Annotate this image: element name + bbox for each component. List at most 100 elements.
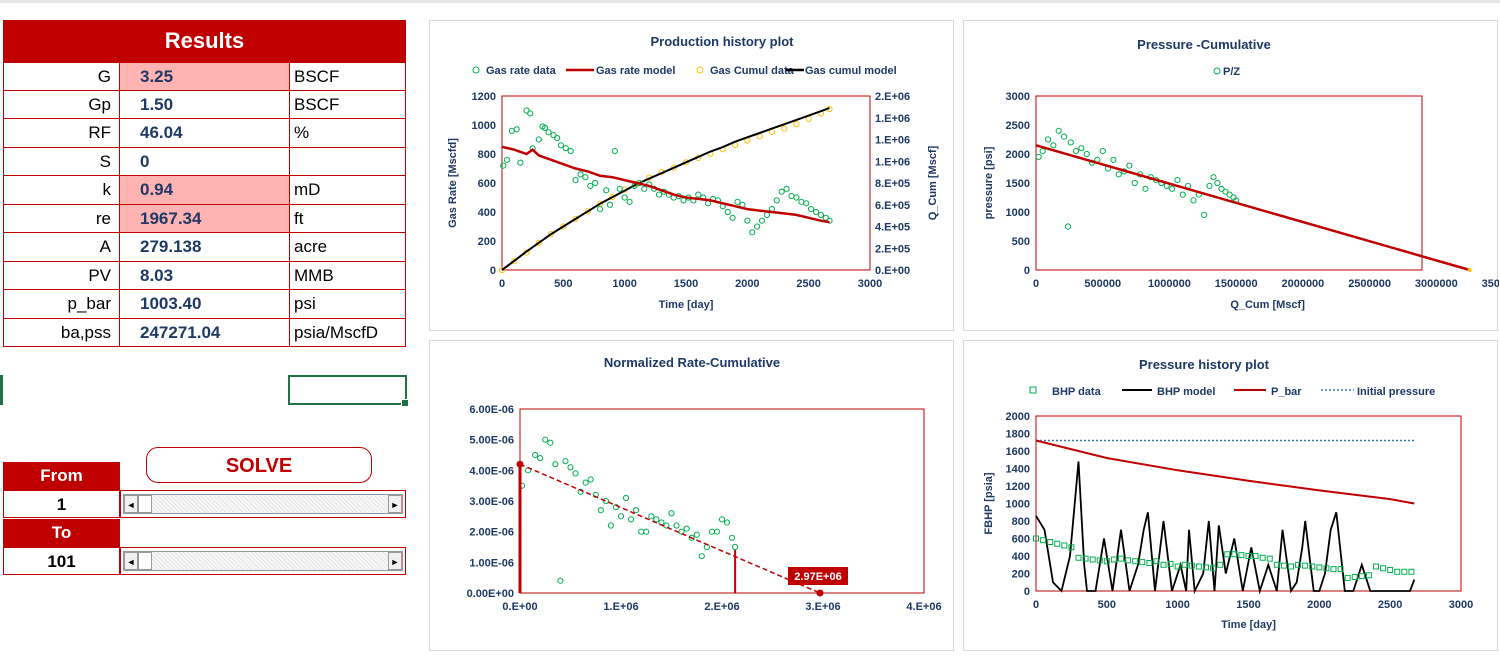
- gas-rate-data-point: [545, 129, 552, 136]
- bhp-data-point: [1047, 539, 1054, 545]
- result-label[interactable]: Gp: [3, 90, 120, 118]
- x-tick-label: 500: [554, 278, 572, 290]
- result-unit[interactable]: BSCF: [290, 63, 406, 90]
- bhp-data-point: [1217, 561, 1224, 568]
- pz-data-point: [1214, 179, 1221, 187]
- scroll-thumb[interactable]: [138, 495, 152, 513]
- result-unit[interactable]: psia/MscfD: [290, 318, 406, 346]
- normalized-data-point: [582, 479, 589, 486]
- legend-label: BHP data: [1052, 386, 1102, 398]
- x-axis-label: Q_Cum [Mscf]: [1230, 299, 1305, 311]
- result-unit[interactable]: acre: [290, 233, 406, 261]
- result-value[interactable]: 3.25: [120, 63, 290, 90]
- result-label[interactable]: RF: [3, 119, 120, 147]
- gas-rate-data-point: [572, 177, 579, 184]
- result-unit[interactable]: MMB: [290, 261, 406, 289]
- bhp-data-point: [1408, 568, 1415, 575]
- gas-rate-data-point: [641, 185, 648, 192]
- result-value[interactable]: 247271.04: [120, 318, 290, 346]
- pz-data-point: [1131, 179, 1138, 187]
- gas-rate-data-point: [616, 185, 623, 192]
- pressure-history-chart[interactable]: Pressure history plot BHP data BHP model P_…: [963, 340, 1498, 651]
- normalized-rate-chart[interactable]: Normalized Rate-Cumulative 0.E+00 1.E+06 2.…: [429, 340, 954, 651]
- production-history-chart[interactable]: Production history plot Gas rate data Gas …: [429, 20, 954, 331]
- result-value[interactable]: 279.138: [120, 233, 290, 261]
- result-label[interactable]: re: [3, 204, 120, 232]
- bhp-data-point: [1344, 574, 1351, 581]
- y-tick-label: 2.00E-06: [469, 527, 514, 539]
- legend-label: Gas rate model: [596, 65, 675, 77]
- bhp-data-point: [1373, 563, 1379, 570]
- result-value[interactable]: 1.50: [120, 90, 290, 118]
- row-indicator: [0, 375, 3, 405]
- x-tick-label: 0.E+00: [502, 601, 537, 613]
- x-tick-label: 2000000: [1281, 278, 1324, 290]
- gas-rate-data-point: [808, 206, 815, 213]
- fill-handle[interactable]: [401, 399, 409, 407]
- selected-cell[interactable]: [288, 375, 409, 407]
- gas-cumul-data-point: [511, 258, 518, 265]
- result-label[interactable]: S: [3, 147, 120, 175]
- y-tick-label: 1400: [1006, 464, 1030, 476]
- scroll-left-icon[interactable]: ◄: [124, 552, 138, 570]
- result-value[interactable]: 46.04: [120, 119, 290, 147]
- x-tick-label: 0: [1033, 599, 1039, 611]
- legend-marker: [696, 66, 704, 74]
- x-tick-label: 1500: [1236, 599, 1260, 611]
- pz-data-point: [1222, 188, 1229, 195]
- result-value[interactable]: 0.94: [120, 176, 290, 204]
- gas-cumul-data-point: [670, 164, 677, 171]
- normalized-data-point: [633, 507, 640, 514]
- bhp-data-point: [1118, 555, 1124, 562]
- y-tick-label: 3.00E-06: [469, 496, 514, 508]
- production-history-svg: Production history plot Gas rate data Gas …: [447, 34, 939, 311]
- result-value[interactable]: 1003.40: [120, 290, 290, 318]
- to-scroll-track[interactable]: ◄ ►: [123, 551, 403, 571]
- result-label[interactable]: ba,pss: [3, 318, 120, 346]
- scroll-right-icon[interactable]: ►: [388, 495, 402, 513]
- result-unit[interactable]: mD: [290, 176, 406, 204]
- gas-rate-data-point: [773, 197, 780, 204]
- result-value[interactable]: 1967.34: [120, 204, 290, 232]
- from-scroll-track[interactable]: ◄ ►: [123, 494, 403, 514]
- gas-rate-data-point: [744, 217, 751, 224]
- result-value[interactable]: 8.03: [120, 261, 290, 289]
- x-tick-label: 0: [499, 278, 505, 290]
- result-unit[interactable]: %: [290, 119, 406, 147]
- y-tick-label: 1.00E-06: [469, 557, 514, 569]
- to-value[interactable]: 101: [3, 547, 120, 575]
- scroll-thumb[interactable]: [138, 552, 152, 570]
- result-unit[interactable]: psi: [290, 290, 406, 318]
- result-unit[interactable]: BSCF: [290, 90, 406, 118]
- y-tick-label: 4.00E-06: [469, 465, 514, 477]
- scroll-right-icon[interactable]: ►: [388, 552, 402, 570]
- y-tick-label: 500: [1012, 236, 1030, 248]
- y-tick-label: 1600: [1006, 446, 1030, 458]
- result-unit[interactable]: [290, 147, 406, 175]
- pressure-cumulative-chart[interactable]: Pressure -Cumulative P/Z 0 500000 1000000 150…: [963, 20, 1499, 331]
- from-scrollbar[interactable]: ◄ ►: [120, 490, 406, 518]
- bhp-data-point: [1153, 558, 1160, 565]
- gas-rate-data-point: [597, 206, 604, 213]
- results-title: Results: [3, 20, 406, 62]
- result-label[interactable]: A: [3, 233, 120, 261]
- gas-cumul-data-point: [535, 239, 542, 246]
- from-value[interactable]: 1: [3, 490, 120, 518]
- gas-rate-data-point: [817, 211, 825, 218]
- to-scrollbar[interactable]: ◄ ►: [120, 547, 406, 575]
- result-label[interactable]: k: [3, 176, 120, 204]
- result-label[interactable]: PV: [3, 261, 120, 289]
- pz-data-point: [1179, 191, 1186, 198]
- bhp-data-point: [1259, 554, 1266, 561]
- result-label[interactable]: p_bar: [3, 290, 120, 318]
- chart-title: Pressure history plot: [1139, 357, 1270, 372]
- result-label[interactable]: G: [3, 63, 120, 90]
- result-unit[interactable]: ft: [290, 204, 406, 232]
- y-tick-label: 1200: [472, 91, 496, 103]
- result-value[interactable]: 0: [120, 147, 290, 175]
- solve-button[interactable]: SOLVE: [146, 447, 372, 483]
- pz-model-line: [1035, 144, 1471, 272]
- gas-rate-data-point: [587, 182, 594, 189]
- gas-rate-data-point: [812, 208, 820, 216]
- scroll-left-icon[interactable]: ◄: [124, 495, 138, 513]
